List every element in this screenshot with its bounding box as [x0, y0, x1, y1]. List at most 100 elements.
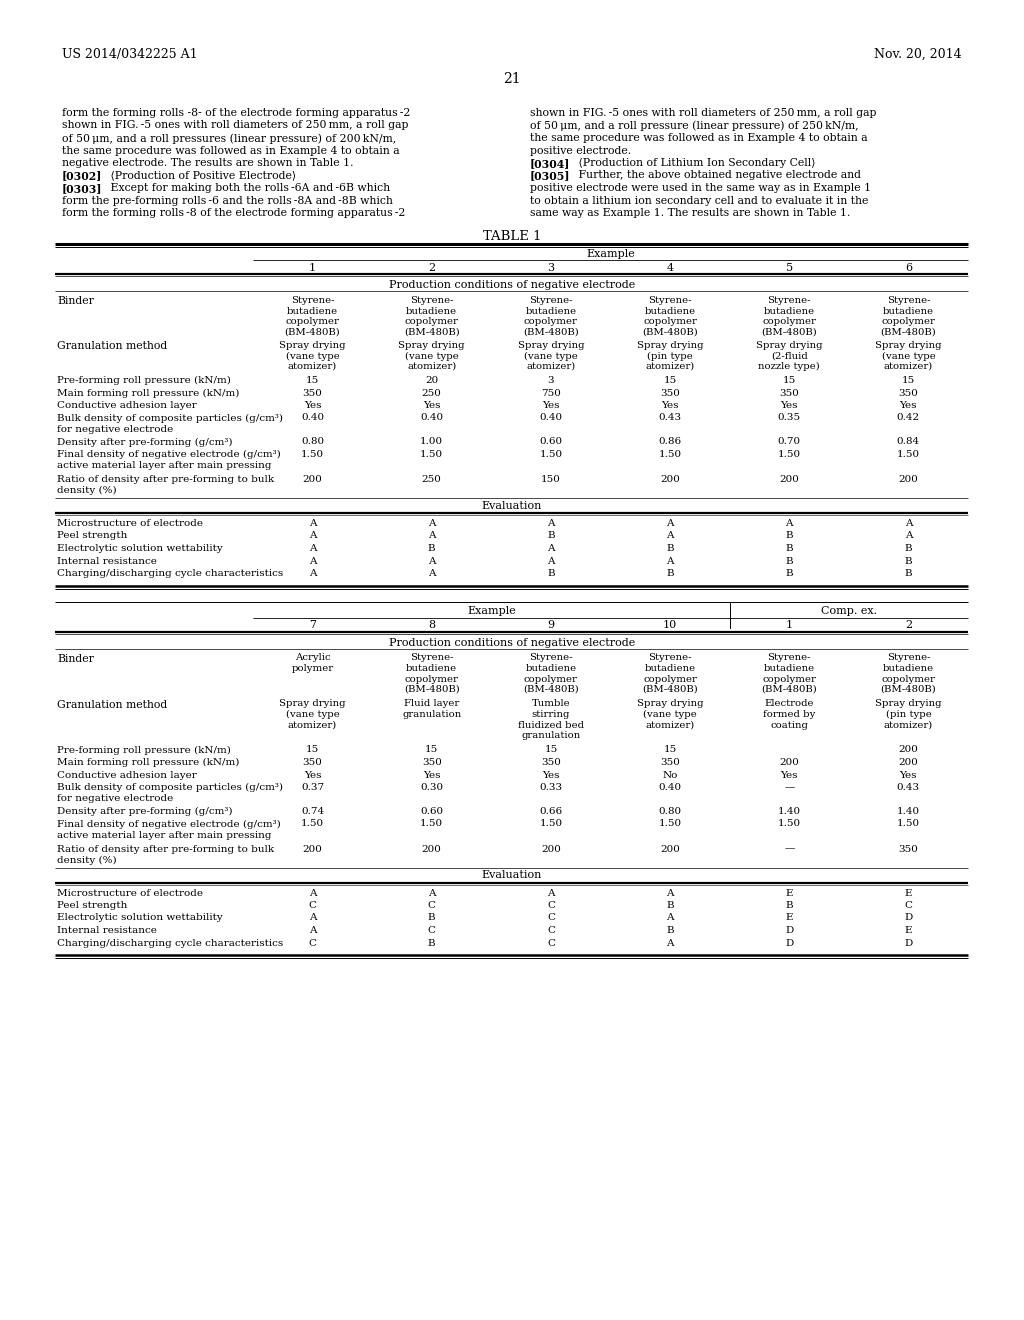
- Text: Spray drying: Spray drying: [280, 700, 346, 709]
- Text: B: B: [667, 902, 674, 909]
- Text: A: A: [667, 913, 674, 923]
- Text: Yes: Yes: [900, 401, 918, 411]
- Text: C: C: [428, 902, 436, 909]
- Text: 1.50: 1.50: [658, 820, 682, 829]
- Text: Density after pre-forming (g/cm³): Density after pre-forming (g/cm³): [57, 807, 232, 816]
- Text: shown in FIG. ‐5 ones with roll diameters of 250 mm, a roll gap: shown in FIG. ‐5 ones with roll diameter…: [530, 108, 877, 117]
- Text: C: C: [428, 927, 436, 935]
- Text: Styrene-: Styrene-: [768, 653, 811, 663]
- Text: 1.50: 1.50: [540, 820, 562, 829]
- Text: Spray drying: Spray drying: [518, 341, 584, 350]
- Text: density (%): density (%): [57, 855, 117, 865]
- Text: atomizer): atomizer): [288, 721, 337, 730]
- Text: butadiene: butadiene: [525, 664, 577, 673]
- Text: 15: 15: [902, 376, 915, 385]
- Text: Styrene-: Styrene-: [529, 296, 572, 305]
- Text: 0.40: 0.40: [301, 413, 325, 422]
- Text: Styrene-: Styrene-: [291, 296, 334, 305]
- Text: 0.30: 0.30: [420, 783, 443, 792]
- Text: 1.50: 1.50: [777, 820, 801, 829]
- Text: Except for making both the rolls ‐6A and ‐6B which: Except for making both the rolls ‐6A and…: [100, 183, 390, 193]
- Text: 5: 5: [785, 263, 793, 273]
- Text: atomizer): atomizer): [645, 721, 694, 730]
- Text: 200: 200: [541, 845, 561, 854]
- Text: A: A: [309, 544, 316, 553]
- Text: copolymer: copolymer: [643, 675, 697, 684]
- Text: B: B: [785, 544, 793, 553]
- Text: 6: 6: [905, 263, 912, 273]
- Text: (vane type: (vane type: [286, 710, 340, 719]
- Text: copolymer: copolymer: [882, 675, 935, 684]
- Text: of 50 μm, and a roll pressures (linear pressure) of 200 kN/m,: of 50 μm, and a roll pressures (linear p…: [62, 133, 396, 144]
- Text: [0304]: [0304]: [530, 158, 570, 169]
- Text: 20: 20: [425, 376, 438, 385]
- Text: B: B: [547, 532, 555, 540]
- Text: 350: 350: [898, 845, 919, 854]
- Text: 15: 15: [664, 746, 677, 755]
- Text: Production conditions of negative electrode: Production conditions of negative electr…: [389, 280, 635, 290]
- Text: B: B: [904, 569, 912, 578]
- Text: Evaluation: Evaluation: [482, 502, 542, 511]
- Text: 15: 15: [782, 376, 796, 385]
- Text: 1.50: 1.50: [420, 820, 443, 829]
- Text: Pre-forming roll pressure (kN/m): Pre-forming roll pressure (kN/m): [57, 376, 230, 385]
- Text: atomizer): atomizer): [884, 721, 933, 730]
- Text: Yes: Yes: [423, 401, 440, 411]
- Text: B: B: [785, 532, 793, 540]
- Text: 0.80: 0.80: [301, 437, 325, 446]
- Text: to obtain a lithium ion secondary cell and to evaluate it in the: to obtain a lithium ion secondary cell a…: [530, 195, 868, 206]
- Text: copolymer: copolymer: [882, 317, 935, 326]
- Text: 1.50: 1.50: [777, 450, 801, 459]
- Text: atomizer): atomizer): [408, 362, 457, 371]
- Text: copolymer: copolymer: [286, 317, 340, 326]
- Text: 0.60: 0.60: [420, 807, 443, 816]
- Text: copolymer: copolymer: [643, 317, 697, 326]
- Text: B: B: [785, 902, 793, 909]
- Text: Electrolytic solution wettability: Electrolytic solution wettability: [57, 913, 223, 923]
- Text: Tumble: Tumble: [531, 700, 570, 709]
- Text: of 50 μm, and a roll pressure (linear pressure) of 250 kN/m,: of 50 μm, and a roll pressure (linear pr…: [530, 120, 859, 131]
- Text: atomizer): atomizer): [884, 362, 933, 371]
- Text: 0.35: 0.35: [777, 413, 801, 422]
- Text: 350: 350: [303, 388, 323, 397]
- Text: C: C: [547, 913, 555, 923]
- Text: 0.40: 0.40: [540, 413, 562, 422]
- Text: 2: 2: [905, 620, 912, 631]
- Text: atomizer): atomizer): [288, 362, 337, 371]
- Text: butadiene: butadiene: [407, 306, 458, 315]
- Text: A: A: [547, 519, 555, 528]
- Text: butadiene: butadiene: [525, 306, 577, 315]
- Text: 7: 7: [309, 620, 316, 631]
- Text: 15: 15: [306, 376, 319, 385]
- Text: No: No: [663, 771, 678, 780]
- Text: (BM-480B): (BM-480B): [881, 685, 936, 694]
- Text: B: B: [785, 569, 793, 578]
- Text: butadiene: butadiene: [287, 306, 338, 315]
- Text: Microstructure of electrode: Microstructure of electrode: [57, 888, 203, 898]
- Text: Final density of negative electrode (g/cm³): Final density of negative electrode (g/c…: [57, 820, 281, 829]
- Text: 350: 350: [422, 758, 441, 767]
- Text: Spray drying: Spray drying: [637, 700, 703, 709]
- Text: negative electrode. The results are shown in Table 1.: negative electrode. The results are show…: [62, 158, 353, 168]
- Text: granulation: granulation: [521, 731, 581, 741]
- Text: atomizer): atomizer): [645, 362, 694, 371]
- Text: 0.37: 0.37: [301, 783, 325, 792]
- Text: 200: 200: [660, 845, 680, 854]
- Text: Pre-forming roll pressure (kN/m): Pre-forming roll pressure (kN/m): [57, 746, 230, 755]
- Text: 200: 200: [303, 845, 323, 854]
- Text: formed by: formed by: [763, 710, 815, 719]
- Text: 1.40: 1.40: [777, 807, 801, 816]
- Text: Spray drying: Spray drying: [398, 341, 465, 350]
- Text: 350: 350: [660, 388, 680, 397]
- Text: Internal resistance: Internal resistance: [57, 927, 157, 935]
- Text: active material layer after main pressing: active material layer after main pressin…: [57, 461, 271, 470]
- Text: 0.43: 0.43: [897, 783, 920, 792]
- Text: Spray drying: Spray drying: [637, 341, 703, 350]
- Text: 0.42: 0.42: [897, 413, 920, 422]
- Text: 1.00: 1.00: [420, 437, 443, 446]
- Text: B: B: [667, 544, 674, 553]
- Text: Nov. 20, 2014: Nov. 20, 2014: [874, 48, 962, 61]
- Text: nozzle type): nozzle type): [759, 362, 820, 371]
- Text: (pin type: (pin type: [647, 351, 693, 360]
- Text: A: A: [309, 913, 316, 923]
